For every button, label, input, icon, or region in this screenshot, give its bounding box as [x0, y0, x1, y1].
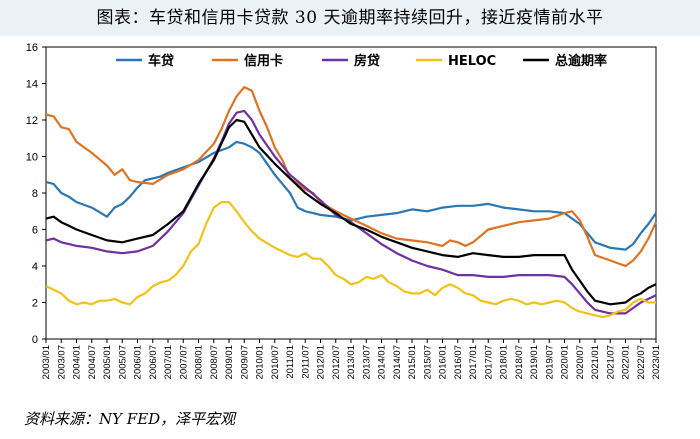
x-tick-label: 2020/01 — [560, 345, 571, 379]
x-tick-label: 2008/01 — [194, 345, 205, 379]
x-tick-label: 2008/07 — [209, 345, 220, 379]
chart-title: 图表：车贷和信用卡贷款 30 天逾期率持续回升，接近疫情前水平 — [0, 0, 700, 36]
x-tick-label: 2009/01 — [224, 345, 235, 379]
series-lines — [45, 86, 657, 319]
x-tick-label: 2012/07 — [331, 345, 342, 379]
source-note: 资料来源：NY FED，泽平宏观 — [24, 410, 236, 428]
x-tick-label: 2014/07 — [392, 345, 403, 379]
y-tick-label: 0 — [32, 334, 38, 346]
x-tick-label: 2011/01 — [285, 345, 296, 379]
y-tick-label: 12 — [26, 115, 38, 127]
x-tick-label: 2016/07 — [453, 345, 464, 379]
x-tick-label: 2009/07 — [239, 345, 250, 379]
x-tick-label: 2013/07 — [361, 345, 372, 379]
chart: 0 2 4 6 8 10 12 14 16 2003/01 2003/07 2004/01 2004/… — [26, 42, 662, 379]
series-line-0 — [45, 140, 657, 251]
x-tick-label: 2017/01 — [468, 345, 479, 379]
legend: 车贷 信用卡 房贷 HELOC 总逾期率 — [116, 53, 607, 69]
x-tick-label: 2007/01 — [163, 345, 174, 379]
y-tick-label: 16 — [26, 42, 38, 54]
x-axis: 2003/01 2003/07 2004/01 2004/07 2005/01 2005/… — [41, 339, 662, 379]
x-tick-label: 2020/07 — [575, 345, 586, 379]
y-axis: 0 2 4 6 8 10 12 14 16 — [26, 42, 46, 346]
x-tick-label: 2003/07 — [56, 345, 67, 379]
y-tick-label: 2 — [32, 298, 38, 310]
x-tick-label: 2019/01 — [529, 345, 540, 379]
x-tick-label: 2016/01 — [438, 345, 449, 379]
x-tick-label: 2006/01 — [133, 345, 144, 379]
x-tick-label: 2019/07 — [544, 345, 555, 379]
x-tick-label: 2022/01 — [621, 345, 632, 379]
y-tick-label: 14 — [26, 79, 38, 91]
x-tick-label: 2012/01 — [316, 345, 327, 379]
x-tick-label: 2004/01 — [72, 345, 83, 379]
x-tick-label: 2021/01 — [590, 345, 601, 379]
x-tick-label: 2004/07 — [87, 345, 98, 379]
legend-label-1: 信用卡 — [244, 53, 283, 69]
x-tick-label: 2018/01 — [499, 345, 510, 379]
x-tick-label: 2018/07 — [514, 345, 525, 379]
x-tick-label: 2005/01 — [102, 345, 113, 379]
series-line-4 — [45, 118, 657, 306]
x-tick-label: 2010/07 — [270, 345, 281, 379]
y-tick-label: 4 — [32, 261, 38, 273]
x-tick-label: 2015/07 — [422, 345, 433, 379]
x-tick-label: 2015/01 — [407, 345, 418, 379]
legend-label-4: 总逾期率 — [555, 53, 607, 69]
x-tick-label: 2006/07 — [148, 345, 159, 379]
plot-area — [45, 46, 657, 340]
legend-label-0: 车贷 — [148, 53, 174, 69]
x-tick-label: 2003/01 — [41, 345, 52, 379]
x-tick-label: 2013/01 — [346, 345, 357, 379]
y-tick-label: 10 — [26, 152, 38, 164]
x-tick-label: 2014/01 — [377, 345, 388, 379]
y-tick-label: 6 — [32, 225, 38, 237]
x-tick-label: 2010/01 — [255, 345, 266, 379]
x-tick-label: 2022/07 — [636, 345, 647, 379]
plot-border — [45, 46, 657, 340]
x-tick-label: 2023/01 — [651, 345, 662, 379]
series-line-3 — [45, 201, 656, 319]
y-tick-label: 8 — [32, 188, 38, 200]
legend-label-3: HELOC — [448, 54, 496, 69]
x-tick-label: 2021/07 — [605, 345, 616, 379]
x-tick-label: 2017/07 — [483, 345, 494, 379]
x-tick-label: 2011/07 — [300, 345, 311, 379]
x-tick-label: 2005/07 — [117, 345, 128, 379]
x-tick-label: 2007/07 — [178, 345, 189, 379]
series-line-1 — [45, 86, 657, 268]
legend-label-2: 房贷 — [354, 53, 380, 69]
